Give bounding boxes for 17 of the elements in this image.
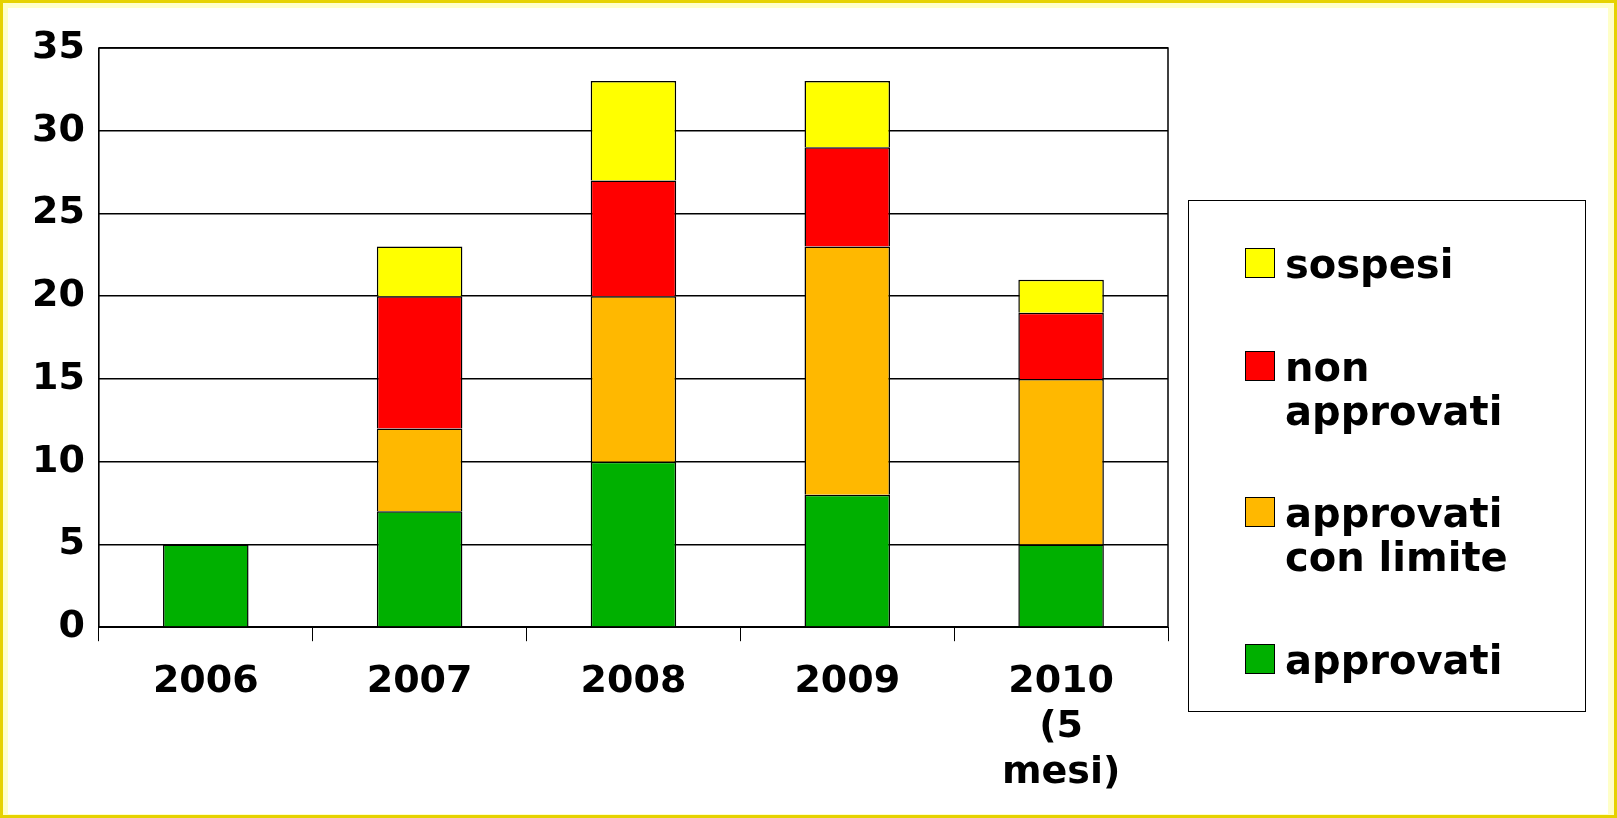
y-tick-label: 5 [58,519,85,564]
x-tick-label: 2006 [152,656,259,701]
x-tick-label: 2007 [366,656,473,701]
y-tick-label: 25 [31,188,85,233]
y-tick-label: 20 [31,271,85,316]
legend-label: non approvati [1285,343,1504,434]
y-tick-label: 15 [31,353,85,398]
legend-label: sospesi [1285,241,1454,288]
y-tick-label: 0 [58,602,85,647]
legend-label: approvati [1285,636,1503,683]
x-tick-label: 2010 (5 mesi) [1001,656,1121,793]
legend-label: approvati con limite [1285,490,1509,581]
x-tick-label: 2008 [580,656,687,701]
y-tick-label: 35 [31,22,85,67]
x-tick-label: 2009 [794,656,901,701]
y-tick-label: 10 [31,436,85,481]
y-tick-label: 30 [31,105,85,150]
